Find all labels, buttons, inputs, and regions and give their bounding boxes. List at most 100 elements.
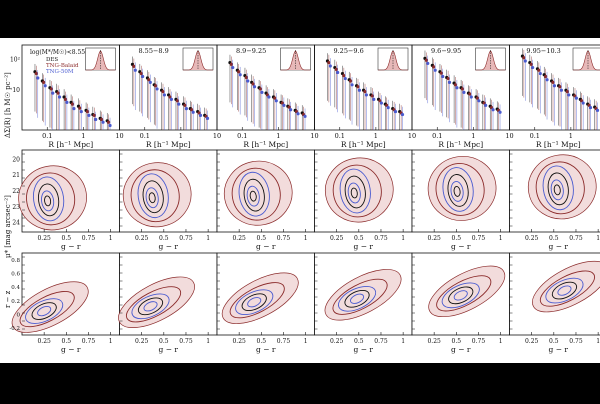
- lensing-ytick-label: 10: [12, 87, 20, 94]
- lensing-point: [425, 59, 428, 62]
- lensing-xtick-label: 0.1: [530, 132, 540, 140]
- lensing-bin-label: 9.95−10.3: [526, 47, 560, 55]
- cc-ytick-label: 0.8: [11, 258, 20, 264]
- lensing-point: [544, 75, 547, 78]
- lensing-bin-label: 9.25−9.6: [333, 47, 363, 55]
- lensing-point: [560, 89, 563, 92]
- lensing-point: [342, 74, 345, 77]
- lensing-point: [252, 82, 255, 85]
- sb-xtick-label: 0.5: [549, 235, 559, 242]
- sb-ytick-label: 20: [12, 156, 20, 163]
- lensing-point: [260, 91, 263, 94]
- lensing-point: [163, 93, 166, 96]
- cc-xlabel: g − r: [256, 345, 276, 354]
- lensing-point: [596, 109, 599, 112]
- sb-xtick-label: 0.25: [427, 235, 441, 242]
- lensing-xtick-label: 1: [276, 132, 280, 140]
- lensing-xtick-label: 0.1: [237, 132, 247, 140]
- lensing-point: [530, 63, 533, 66]
- lensing-point: [336, 71, 339, 74]
- cc-xlabel: g − r: [61, 345, 81, 354]
- lensing-point: [36, 76, 39, 79]
- lensing-point: [380, 101, 383, 104]
- cc-xtick-label: 0.75: [82, 338, 96, 345]
- cc-xlabel: g − r: [159, 345, 179, 354]
- lensing-point: [35, 72, 38, 75]
- sb-ytick-label: 21: [12, 172, 20, 179]
- lensing-point: [455, 86, 458, 89]
- lensing-point: [537, 69, 540, 72]
- lensing-bin-label: 8.9−9.25: [236, 47, 266, 55]
- cc-ytick-label: 0: [17, 313, 21, 319]
- lensing-point: [432, 65, 435, 68]
- cc-xtick-label: 0.25: [232, 338, 246, 345]
- lensing-point: [477, 99, 480, 102]
- lensing-point: [539, 72, 542, 75]
- sb-xtick-label: 0.25: [37, 235, 51, 242]
- cc-xtick-label: 0.5: [354, 338, 364, 345]
- sb-xtick-label: 0.5: [62, 235, 72, 242]
- lensing-point: [426, 62, 429, 65]
- lensing-xtick-label: 10: [408, 132, 416, 140]
- lensing-point: [531, 66, 534, 69]
- cc-xtick-label: 0.75: [569, 338, 583, 345]
- sb-xlabel: g − r: [61, 242, 81, 251]
- lensing-point: [387, 106, 390, 109]
- lensing-point: [141, 75, 144, 78]
- lensing-point: [401, 113, 404, 116]
- lensing-point: [149, 81, 152, 84]
- sb-xlabel: g − r: [256, 242, 276, 251]
- lensing-bin-label: 9.6−9.95: [431, 47, 461, 55]
- lensing-point: [192, 111, 195, 114]
- sb-xlabel: g − r: [159, 242, 179, 251]
- lensing-xtick-label: 10: [115, 132, 123, 140]
- cc-xtick-label: 0.5: [257, 338, 267, 345]
- cc-ytick-label: 0.6: [11, 272, 20, 278]
- lensing-xtick-label: 10: [505, 132, 513, 140]
- row2-ylabel: μ* [mag arcsec⁻²]: [4, 195, 12, 258]
- cc-xlabel: g − r: [354, 345, 374, 354]
- sb-ytick-label: 23: [12, 204, 20, 211]
- cc-xtick-label: 0.25: [330, 338, 344, 345]
- lensing-point: [176, 99, 179, 102]
- cc-xtick-label: 0.75: [277, 338, 291, 345]
- lensing-point: [551, 81, 554, 84]
- lensing-point: [78, 106, 81, 109]
- lensing-point: [93, 114, 96, 117]
- lensing-xtick-label: 1: [471, 132, 475, 140]
- lensing-point: [441, 75, 444, 78]
- lensing-point: [42, 81, 45, 84]
- lensing-point: [566, 90, 569, 93]
- lensing-point: [371, 94, 374, 97]
- row1-ylabel: ΔΣ(R) [h M☉ pc⁻²]: [4, 72, 12, 138]
- sb-xtick-label: 0.75: [82, 235, 96, 242]
- lensing-point: [86, 110, 89, 113]
- lensing-xlabel: R [h⁻¹ Mpc]: [438, 140, 483, 149]
- lensing-point: [289, 108, 292, 111]
- sb-xtick-label: 1: [206, 235, 210, 242]
- lensing-point: [206, 117, 209, 120]
- lensing-point: [582, 101, 585, 104]
- lensing-point: [132, 65, 135, 68]
- lensing-point: [454, 83, 457, 86]
- cc-xtick-label: 1: [304, 338, 308, 345]
- cc-xtick-label: 1: [401, 338, 405, 345]
- lensing-point: [461, 87, 464, 90]
- cc-xtick-label: 1: [206, 338, 210, 345]
- lensing-xtick-label: 10: [310, 132, 318, 140]
- lensing-point: [522, 56, 525, 59]
- lensing-point: [434, 69, 437, 72]
- legend-tng-50m: TNG-50M: [46, 69, 74, 75]
- lensing-point: [57, 92, 60, 95]
- sb-xtick-label: 0.5: [257, 235, 267, 242]
- lensing-point: [64, 98, 67, 101]
- lensing-point: [245, 76, 248, 79]
- cc-xlabel: g − r: [549, 345, 569, 354]
- lensing-point: [447, 77, 450, 80]
- cc-xtick-label: 1: [499, 338, 503, 345]
- lensing-point: [230, 63, 233, 66]
- lensing-xtick-label: 10: [213, 132, 221, 140]
- cc-xtick-label: 1: [596, 338, 600, 345]
- sb-ytick-label: 22: [12, 188, 20, 195]
